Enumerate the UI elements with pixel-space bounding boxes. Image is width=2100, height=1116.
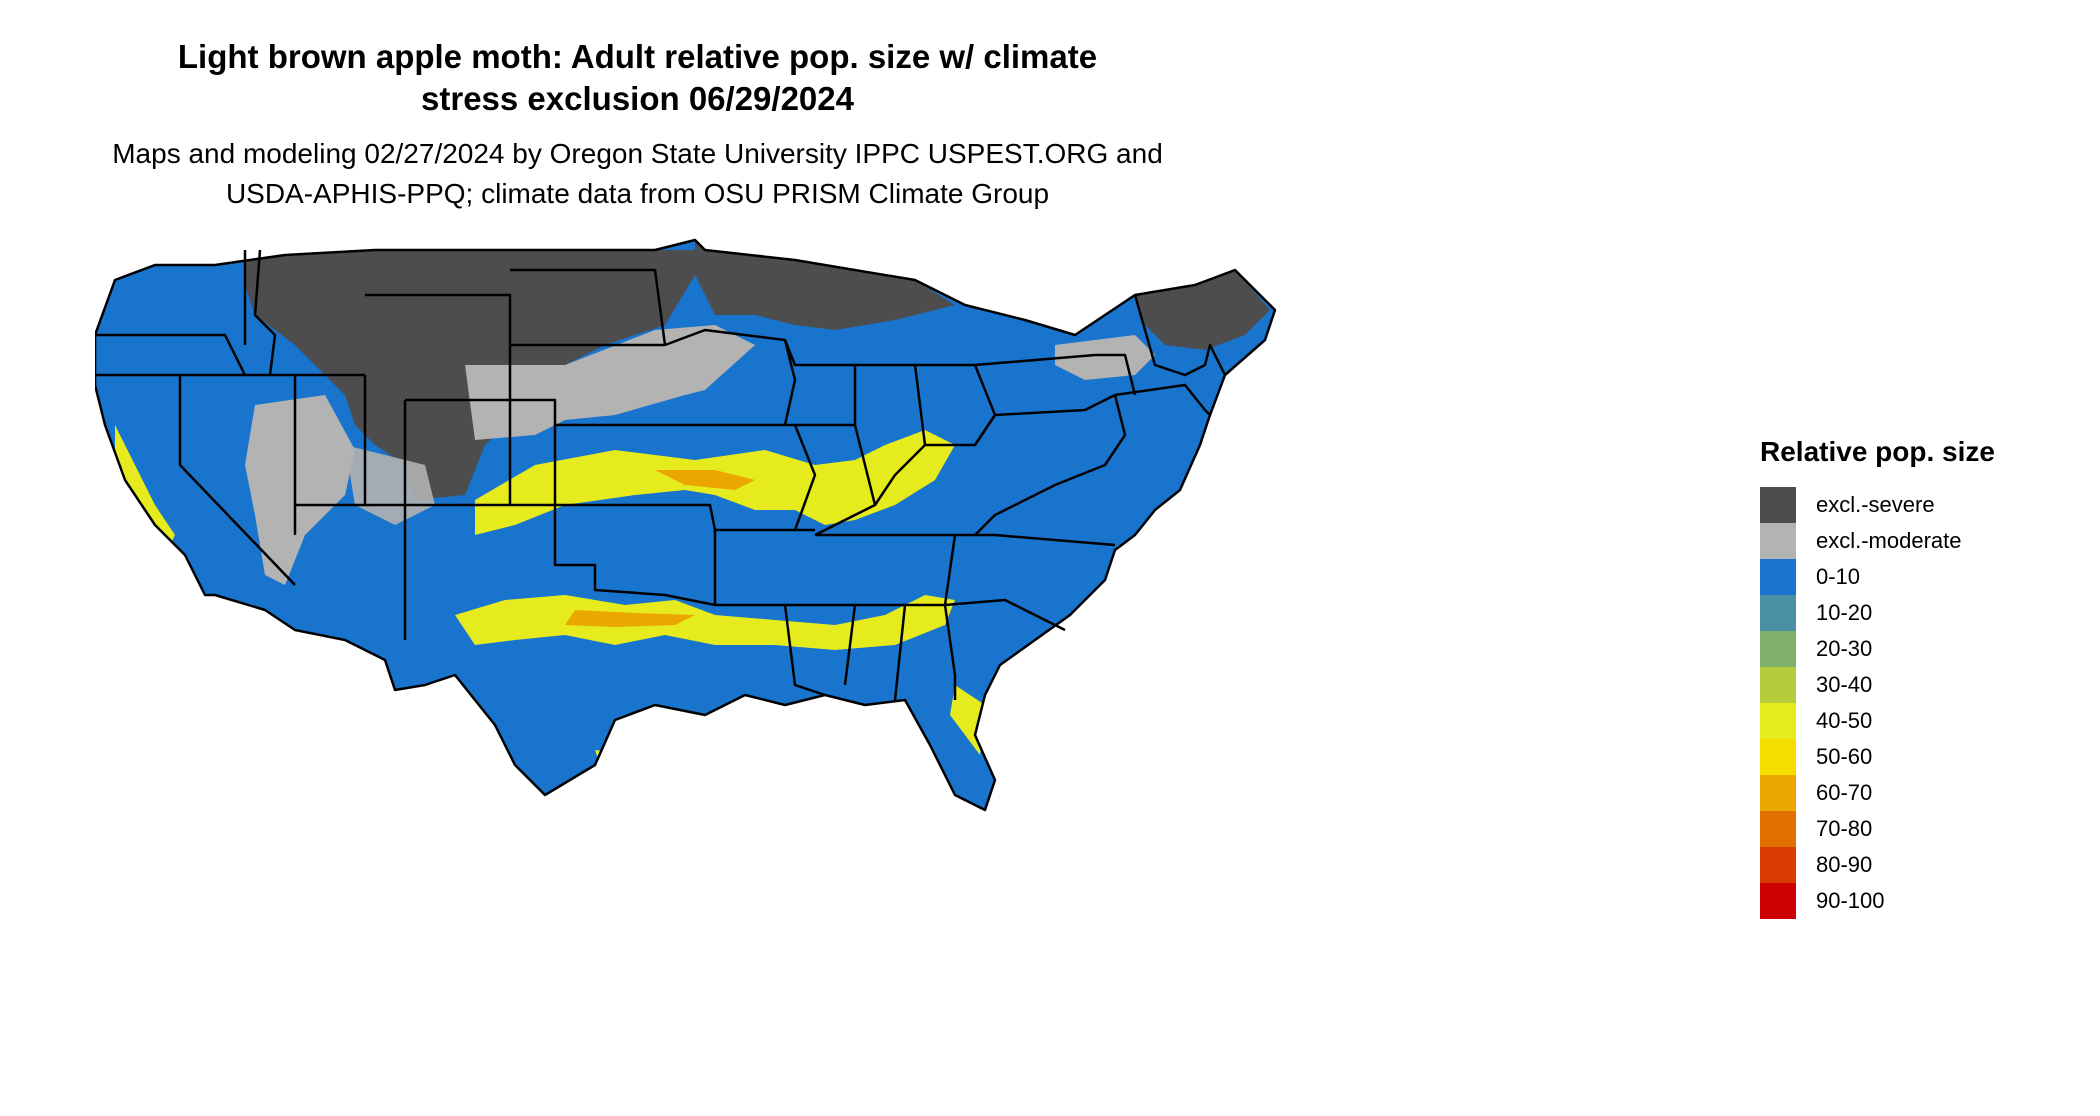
legend-item-label: 30-40	[1816, 672, 1873, 697]
map-subtitle: Maps and modeling 02/27/2024 by Oregon S…	[0, 134, 1275, 214]
legend-swatch	[1760, 847, 1796, 883]
legend-swatch	[1760, 883, 1796, 919]
legend-item: 30-40	[1760, 667, 2090, 703]
legend-swatch	[1760, 631, 1796, 667]
map-subtitle-line1: Maps and modeling 02/27/2024 by Oregon S…	[112, 138, 1163, 169]
legend-item-label: excl.-moderate	[1816, 528, 1962, 553]
legend-item-label: 80-90	[1816, 852, 1873, 877]
legend-swatch	[1760, 775, 1796, 811]
legend-item-label: 70-80	[1816, 816, 1873, 841]
legend-item: 60-70	[1760, 775, 2090, 811]
legend-item: 10-20	[1760, 595, 2090, 631]
legend-item-label: 90-100	[1816, 888, 1885, 913]
excl-severe-great-lakes-region	[695, 240, 955, 330]
suitability-band-south	[455, 595, 955, 650]
us-map	[95, 238, 1277, 812]
legend-items: excl.-severe excl.-moderate 0-10 10-20 20-30…	[1760, 487, 2090, 919]
legend-item: 70-80	[1760, 811, 2090, 847]
legend-item: 80-90	[1760, 847, 2090, 883]
state-borders	[95, 238, 1277, 812]
legend-swatch	[1760, 667, 1796, 703]
legend-swatch	[1760, 739, 1796, 775]
map-title: Light brown apple moth: Adult relative p…	[0, 36, 1275, 120]
map-title-line1: Light brown apple moth: Adult relative p…	[177, 38, 1098, 75]
legend-swatch	[1760, 559, 1796, 595]
legend-swatch	[1760, 811, 1796, 847]
legend-item: 0-10	[1760, 559, 2090, 595]
legend-item: 90-100	[1760, 883, 2090, 919]
legend-title: Relative pop. size	[1760, 436, 1995, 467]
map-subtitle-line2: USDA-APHIS-PPQ; climate data from OSU PR…	[225, 178, 1050, 209]
suitability-band-west-coast	[115, 425, 175, 545]
legend-item-label: 20-30	[1816, 636, 1873, 661]
map-legend: Relative pop. size excl.-severe excl.-mod…	[1760, 435, 2090, 919]
legend-item-label: excl.-severe	[1816, 492, 1935, 517]
legend-item: 20-30	[1760, 631, 2090, 667]
suitability-hotspot-south	[565, 610, 695, 627]
excl-moderate-west-region	[245, 395, 355, 585]
legend-item-label: 60-70	[1816, 780, 1873, 805]
legend-item-label: 0-10	[1816, 564, 1861, 589]
legend-swatch	[1760, 487, 1796, 523]
legend-item-label: 40-50	[1816, 708, 1873, 733]
legend-item: 50-60	[1760, 739, 2090, 775]
legend-swatch	[1760, 703, 1796, 739]
legend-swatch	[1760, 595, 1796, 631]
excl-moderate-northeast-region	[1055, 335, 1155, 380]
legend-item-label: 50-60	[1816, 744, 1873, 769]
legend-item-label: 10-20	[1816, 600, 1873, 625]
map-title-line2: stress exclusion 06/29/2024	[421, 80, 854, 117]
excl-moderate-plains-region	[465, 325, 755, 440]
legend-item: 40-50	[1760, 703, 2090, 739]
legend-swatch	[1760, 523, 1796, 559]
legend-item: excl.-severe	[1760, 487, 2090, 523]
suitability-hotspot-central	[655, 470, 755, 490]
legend-item: excl.-moderate	[1760, 523, 2090, 559]
